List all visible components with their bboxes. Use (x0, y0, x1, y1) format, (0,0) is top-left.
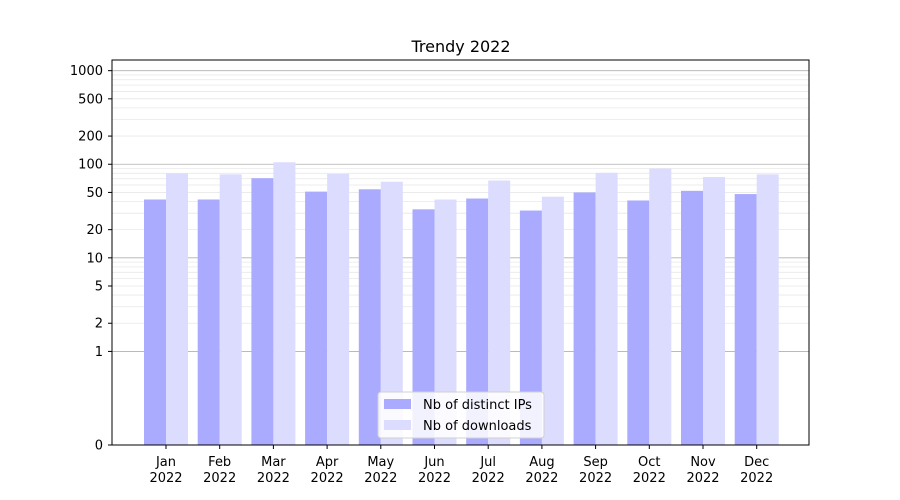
bar-downloads (380, 181, 403, 446)
bar-distinct-ips (144, 199, 166, 445)
bar-distinct-ips (358, 189, 381, 445)
x-tick-label: Feb 2022 (203, 455, 236, 486)
x-tick-label: Nov 2022 (686, 455, 719, 486)
bar-distinct-ips (412, 209, 435, 445)
x-tick-label: Aug 2022 (525, 455, 558, 486)
x-tick-label: Sep 2022 (579, 455, 612, 486)
bar-distinct-ips (305, 191, 328, 445)
legend-label: Nb of downloads (423, 419, 532, 434)
bar-downloads (488, 180, 511, 446)
x-tick-label: Jun 2022 (418, 455, 451, 486)
bar-downloads (703, 177, 725, 446)
y-tick-label: 500 (78, 92, 103, 107)
bar-distinct-ips (627, 200, 650, 445)
plot-frame (111, 59, 810, 446)
bar-downloads (756, 174, 779, 445)
y-tick-label: 0 (95, 439, 103, 454)
bar-downloads (649, 168, 672, 445)
legend-swatch (384, 399, 411, 409)
chart-title: Trendy 2022 (410, 37, 510, 56)
y-tick-label: 20 (86, 223, 103, 238)
axis-ticks: Jan 2022 Feb 2022 Mar 2022 Apr 2022 May 2022 Jun 20… (70, 64, 773, 486)
legend: Nb of distinct IPs Nb of downloads (377, 391, 545, 439)
y-tick-label: 1 (95, 345, 103, 360)
x-tick-label: May 2022 (364, 455, 397, 486)
x-tick-label: Jul 2022 (472, 455, 505, 486)
bar-downloads (273, 162, 296, 446)
x-tick-label: Mar 2022 (257, 455, 290, 486)
bar-distinct-ips (519, 210, 542, 445)
y-tick-label: 10 (86, 251, 103, 266)
bar-downloads (219, 174, 242, 445)
bar-distinct-ips (251, 178, 274, 445)
bar-distinct-ips (197, 199, 220, 445)
bars (144, 162, 779, 446)
y-tick-label: 200 (78, 130, 103, 145)
legend-label: Nb of distinct IPs (423, 398, 532, 413)
y-tick-label: 5 (95, 280, 103, 295)
bar-downloads (166, 173, 188, 445)
y-tick-label: 100 (78, 158, 103, 173)
x-tick-label: Jan 2022 (149, 455, 182, 486)
y-tick-label: 2 (95, 317, 103, 332)
x-tick-label: Oct 2022 (633, 455, 666, 486)
bar-distinct-ips (681, 190, 703, 445)
y-tick-label: 1000 (70, 64, 103, 79)
bar-downloads (541, 196, 564, 445)
bar-downloads (327, 173, 350, 446)
bar-distinct-ips (734, 194, 757, 445)
legend-box (377, 391, 545, 439)
y-tick-label: 50 (86, 186, 103, 201)
bar-downloads (434, 199, 457, 445)
bar-distinct-ips (466, 198, 489, 445)
legend-swatch (384, 420, 411, 430)
bar-distinct-ips (573, 192, 596, 445)
x-tick-label: Apr 2022 (311, 455, 344, 486)
bar-downloads (595, 172, 618, 445)
x-tick-label: Dec 2022 (740, 455, 773, 486)
